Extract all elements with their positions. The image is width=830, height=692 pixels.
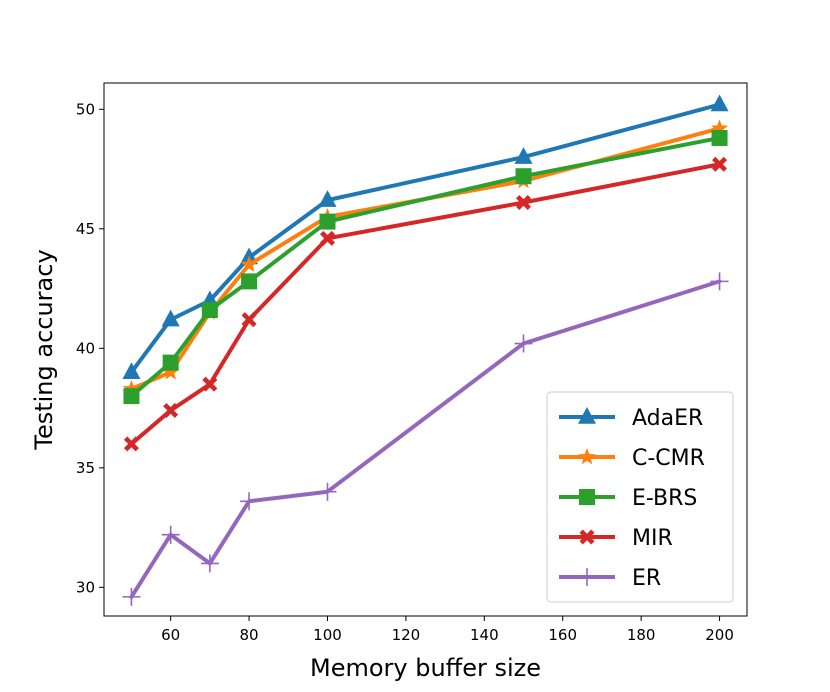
y-tick-label: 30: [76, 578, 95, 596]
y-axis-label: Testing accuracy: [30, 249, 58, 450]
legend-label-er: ER: [632, 566, 661, 591]
c-cmr-point: [711, 119, 729, 136]
c-cmr-point: [240, 255, 258, 272]
c-cmr-point: [122, 379, 140, 397]
x-tick-label: 60: [161, 626, 180, 644]
adaer-line: [129, 102, 722, 375]
er-point: [514, 334, 533, 353]
series-adaer: [122, 94, 729, 379]
legend-marker-e-brs: [579, 489, 595, 505]
adaer-point: [710, 94, 729, 112]
legend-label-e-brs: E-BRS: [632, 486, 697, 511]
adaer-point: [514, 147, 533, 164]
legend: AdaER C-CMR E-BRS MIR ER: [546, 391, 734, 603]
legend-label-c-cmr: C-CMR: [632, 446, 705, 471]
series-mir: [123, 156, 728, 452]
mir-point: [319, 230, 335, 246]
x-tick-label: 120: [392, 626, 421, 644]
x-tick-label: 140: [470, 626, 499, 644]
legend-marker-adaer: [578, 407, 596, 424]
e-brs-point: [319, 213, 336, 230]
mir-point: [241, 312, 257, 328]
x-tick-label: 200: [705, 626, 734, 644]
e-brs-point: [515, 168, 532, 185]
e-brs-point: [241, 273, 258, 290]
adaer-point: [161, 309, 180, 327]
y-tick-label: 40: [76, 339, 95, 357]
x-tick-label: 100: [313, 626, 342, 644]
c-cmr-line: [129, 126, 722, 391]
legend-marker-c-cmr: [578, 448, 596, 465]
series-e-brs: [123, 129, 728, 405]
plot-frame: [103, 82, 748, 617]
er-point: [200, 554, 219, 573]
series-c-cmr: [122, 119, 729, 397]
x-axis-label: Memory buffer size: [310, 654, 541, 682]
y-tick-label: 45: [76, 220, 95, 238]
legend-marker-mir: [579, 529, 595, 545]
legend-box: [546, 391, 734, 603]
c-cmr-point: [162, 363, 180, 380]
legend-label-adaer: AdaER: [632, 406, 703, 431]
x-tick-label: 180: [627, 626, 656, 644]
er-point: [318, 482, 337, 501]
x-tick-label: 80: [240, 626, 259, 644]
x-tick-label: 160: [548, 626, 577, 644]
er-point: [240, 492, 259, 511]
mir-point: [163, 402, 179, 418]
er-point: [161, 525, 180, 544]
mir-point: [123, 436, 139, 452]
mir-point: [712, 156, 728, 172]
er-point: [710, 272, 729, 291]
y-tick-label: 35: [76, 459, 95, 477]
legend-marker-er: [578, 568, 596, 586]
mir-point: [516, 195, 532, 211]
y-tick-label: 50: [76, 100, 95, 118]
e-brs-point: [711, 129, 728, 146]
legend-label-mir: MIR: [632, 526, 673, 551]
e-brs-point: [123, 388, 140, 405]
adaer-point: [318, 190, 337, 207]
mir-point: [202, 376, 218, 392]
e-brs-point: [162, 354, 179, 371]
series-er: [122, 272, 729, 606]
e-brs-point: [201, 302, 218, 319]
er-point: [122, 587, 141, 606]
adaer-point: [122, 362, 141, 379]
